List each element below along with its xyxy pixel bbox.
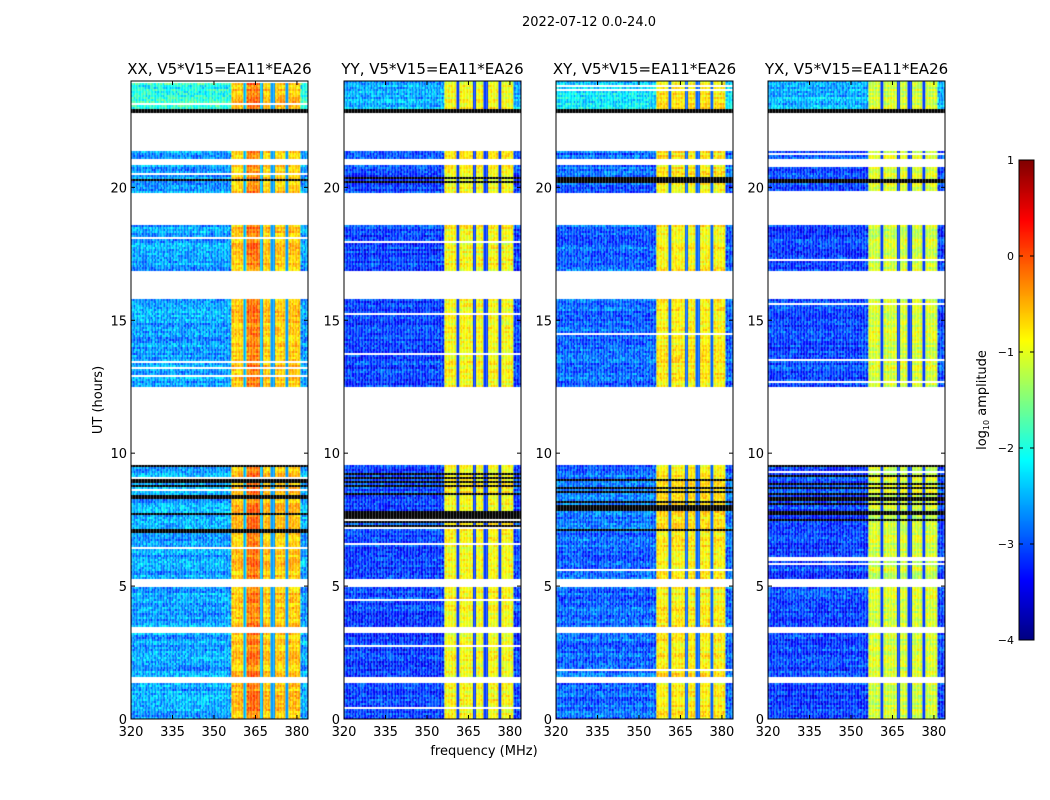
x-tick-label: 365 [668, 725, 693, 740]
x-tick-label: 380 [922, 725, 947, 740]
y-tick-label: 15 [535, 314, 552, 329]
y-tick-label: 5 [756, 580, 764, 595]
panel-frame [555, 80, 734, 720]
y-tick-label: 0 [332, 713, 340, 728]
x-tick-label: 350 [202, 725, 227, 740]
heatmap-0 [131, 81, 308, 719]
y-tick-label: 15 [323, 314, 340, 329]
x-tick-label: 320 [119, 725, 144, 740]
x-tick-label: 335 [585, 725, 610, 740]
colorbar-gradient [1019, 160, 1034, 640]
y-tick-label: 20 [323, 181, 340, 196]
y-tick-label: 0 [756, 713, 764, 728]
colorbar-tick-label: −4 [998, 634, 1014, 647]
colorbar-label-log: log [975, 430, 990, 450]
y-tick-label: 0 [119, 713, 127, 728]
x-tick-label: 365 [243, 725, 268, 740]
panel-1: YY, V5*V15=EA11*EA26 320 335 350 365 380 0 5 10 1… [323, 60, 523, 740]
x-tick-label: 320 [332, 725, 357, 740]
panel-title: YX, V5*V15=EA11*EA26 [764, 60, 948, 78]
x-tick-label: 365 [456, 725, 481, 740]
panel-title: YY, V5*V15=EA11*EA26 [340, 60, 523, 78]
y-tick-label: 0 [544, 713, 552, 728]
colorbar-frame [1018, 159, 1035, 641]
heatmap-1 [344, 81, 521, 719]
x-tick-label: 350 [415, 725, 440, 740]
x-tick-label: 350 [627, 725, 652, 740]
colorbar-label-sub: 10 [982, 420, 991, 430]
x-tick-label: 350 [839, 725, 864, 740]
panel-2: XY, V5*V15=EA11*EA26 320 335 350 365 380 0 5 10 1… [535, 60, 736, 740]
panel-frame [343, 80, 522, 720]
y-tick-label: 20 [110, 181, 127, 196]
colorbar-label: log10 amplitude [975, 350, 991, 450]
colorbar-tick-label: −3 [998, 538, 1014, 551]
x-tick-label: 335 [797, 725, 822, 740]
colorbar-tick-label: 0 [1007, 250, 1014, 263]
colorbar-label-rest: amplitude [975, 350, 990, 420]
figure-title: 2022-07-12 0.0-24.0 [522, 15, 656, 30]
y-tick-label: 5 [119, 580, 127, 595]
panel-title: XY, V5*V15=EA11*EA26 [553, 60, 736, 78]
colorbar-tick-label: 1 [1007, 154, 1014, 167]
y-tick-label: 5 [332, 580, 340, 595]
panel-title: XX, V5*V15=EA11*EA26 [127, 60, 311, 78]
colorbar-tick-label: −2 [998, 442, 1014, 455]
y-tick-label: 10 [535, 447, 552, 462]
y-tick-label: 10 [747, 447, 764, 462]
x-axis-label: frequency (MHz) [430, 744, 537, 759]
panel-frame [130, 80, 309, 720]
y-tick-label: 5 [544, 580, 552, 595]
panel-0: XX, V5*V15=EA11*EA26 320 335 350 365 380 0 5 10 1… [110, 60, 311, 740]
x-tick-label: 380 [498, 725, 523, 740]
x-tick-label: 320 [756, 725, 781, 740]
y-tick-label: 10 [323, 447, 340, 462]
x-tick-label: 380 [710, 725, 735, 740]
y-tick-label: 20 [747, 181, 764, 196]
y-axis-label: UT (hours) [91, 366, 106, 434]
colorbar-tick-label: −1 [998, 346, 1014, 359]
x-tick-label: 335 [160, 725, 185, 740]
panel-frame [767, 80, 946, 720]
y-tick-label: 10 [110, 447, 127, 462]
heatmap-3 [768, 81, 945, 719]
y-tick-label: 15 [747, 314, 764, 329]
panel-3: YX, V5*V15=EA11*EA26 320 335 350 365 380 0 5 10 1… [747, 60, 948, 740]
x-tick-label: 380 [285, 725, 310, 740]
y-tick-label: 15 [110, 314, 127, 329]
x-tick-label: 335 [373, 725, 398, 740]
heatmap-2 [556, 81, 733, 719]
x-tick-label: 365 [880, 725, 905, 740]
x-tick-label: 320 [544, 725, 569, 740]
y-tick-label: 20 [535, 181, 552, 196]
